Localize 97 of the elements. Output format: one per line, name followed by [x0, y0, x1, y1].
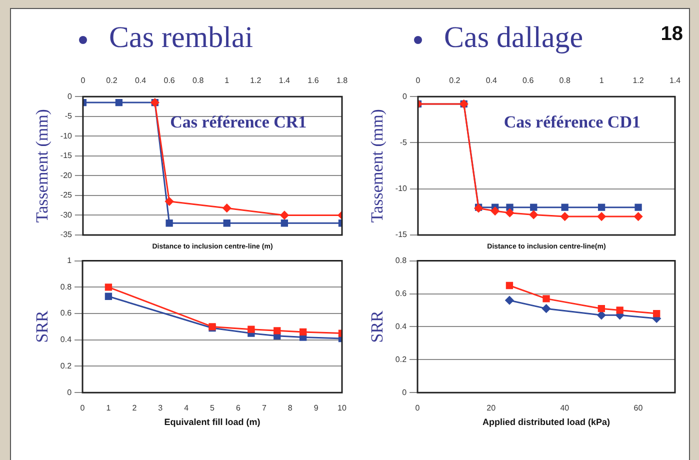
x-tick-label: 1.4	[278, 76, 291, 86]
x-tick-label: 1.2	[632, 76, 644, 86]
y-tick-label: 0.6	[395, 288, 408, 298]
x-tick-label: 6	[236, 404, 241, 413]
point	[274, 327, 281, 334]
x-tick-label: 0.2	[449, 76, 461, 86]
point	[490, 206, 500, 216]
x-tick-label: 1	[224, 76, 230, 86]
point	[104, 284, 112, 291]
point	[560, 212, 570, 221]
y-tick-label: 0.4	[60, 335, 72, 344]
x-tick-label: 4	[184, 404, 190, 413]
y-axis-title: Tassement (mm)	[368, 109, 387, 223]
y-tick-label: -15	[395, 230, 408, 240]
y-axis-title: Tassement (mm)	[32, 109, 52, 223]
y-tick-label: -15	[60, 151, 73, 160]
x-tick-label: 1	[599, 76, 604, 86]
y-tick-label: -5	[64, 112, 72, 121]
y-tick-label: -10	[60, 131, 73, 140]
point	[300, 328, 307, 336]
x-tick-label: 0.6	[522, 76, 534, 86]
x-tick-label: 0.8	[192, 76, 204, 86]
point	[248, 326, 255, 333]
x-tick-label: 1.8	[336, 76, 348, 86]
point	[115, 98, 123, 106]
x-tick-label: 0	[415, 404, 420, 413]
point	[506, 208, 514, 218]
text: 18	[660, 23, 683, 46]
x-tick-label: 40	[560, 404, 570, 413]
x-tick-label: 0.2	[106, 76, 118, 86]
point	[104, 292, 112, 300]
x-tick-label: 5	[210, 404, 216, 413]
y-tick-label: -35	[60, 230, 73, 240]
x-tick-label: 8	[288, 404, 293, 413]
annotation: Cas référence CR1	[170, 112, 307, 132]
x-tick-label: 0	[80, 404, 86, 413]
y-tick-label: -20	[60, 170, 73, 180]
point	[542, 304, 551, 313]
point	[505, 296, 514, 305]
point	[598, 305, 606, 312]
x-tick-label: 0	[416, 76, 421, 86]
point	[542, 295, 550, 302]
y-tick-label: 0.6	[60, 308, 72, 318]
x-tick-label: 0.8	[559, 76, 571, 86]
y-tick-label: 0	[68, 92, 73, 101]
point	[529, 210, 538, 219]
point	[165, 197, 174, 206]
x-tick-label: 60	[634, 404, 644, 413]
x-tick-label: 3	[158, 404, 164, 413]
y-tick-label: -5	[400, 138, 408, 147]
x-tick-label: 0.4	[134, 76, 147, 86]
x-axis-title: Equivalent fill load (m)	[164, 417, 260, 428]
point	[280, 210, 289, 220]
chart-title: Cas remblai	[108, 21, 254, 55]
x-tick-label: 0.4	[486, 76, 498, 86]
point	[653, 310, 660, 318]
annotation: Cas référence CD1	[504, 112, 640, 132]
x-tick-label: 1.4	[669, 76, 682, 86]
y-tick-label: 0.2	[395, 354, 408, 364]
y-tick-label: 0	[402, 388, 408, 397]
point	[634, 204, 642, 211]
x-tick-label: 1.2	[250, 76, 262, 86]
y-tick-label: 0.2	[60, 361, 72, 370]
point	[634, 212, 643, 221]
x-axis-title: Applied distributed load (kPa)	[482, 417, 610, 428]
x-tick-label: 1	[106, 404, 112, 413]
point	[598, 204, 606, 211]
point	[561, 204, 568, 211]
point	[530, 204, 538, 211]
point	[166, 220, 173, 227]
y-tick-label: 0.8	[60, 282, 72, 292]
y-axis-title: SRR	[32, 310, 52, 343]
point	[506, 204, 514, 211]
point	[222, 204, 232, 212]
y-tick-label: 0.4	[395, 322, 408, 331]
x-tick-label: 10	[338, 404, 347, 413]
y-tick-label: -30	[60, 210, 73, 220]
y-tick-label: -10	[395, 184, 408, 194]
y-tick-label: 0	[67, 388, 72, 397]
x-tick-label: 20	[486, 404, 496, 413]
point	[616, 306, 624, 314]
chart-title: Cas dallage	[443, 21, 584, 55]
point	[223, 220, 230, 227]
x-tick-label: 9	[314, 404, 319, 413]
y-tick-label: 1	[67, 256, 72, 266]
y-tick-label: 0.8	[395, 256, 408, 266]
point	[597, 212, 606, 221]
y-tick-label: 0	[402, 92, 408, 101]
x-tick-label: 7	[262, 404, 267, 413]
point	[506, 282, 514, 290]
x-tick-label: 1.6	[308, 76, 320, 86]
x-tick-label: 0.6	[164, 76, 176, 86]
x-tick-label: 0	[80, 76, 86, 86]
y-tick-label: -25	[60, 190, 73, 200]
x-tick-label: 2	[132, 404, 138, 413]
y-axis-title: SRR	[368, 310, 387, 343]
point	[280, 220, 288, 227]
